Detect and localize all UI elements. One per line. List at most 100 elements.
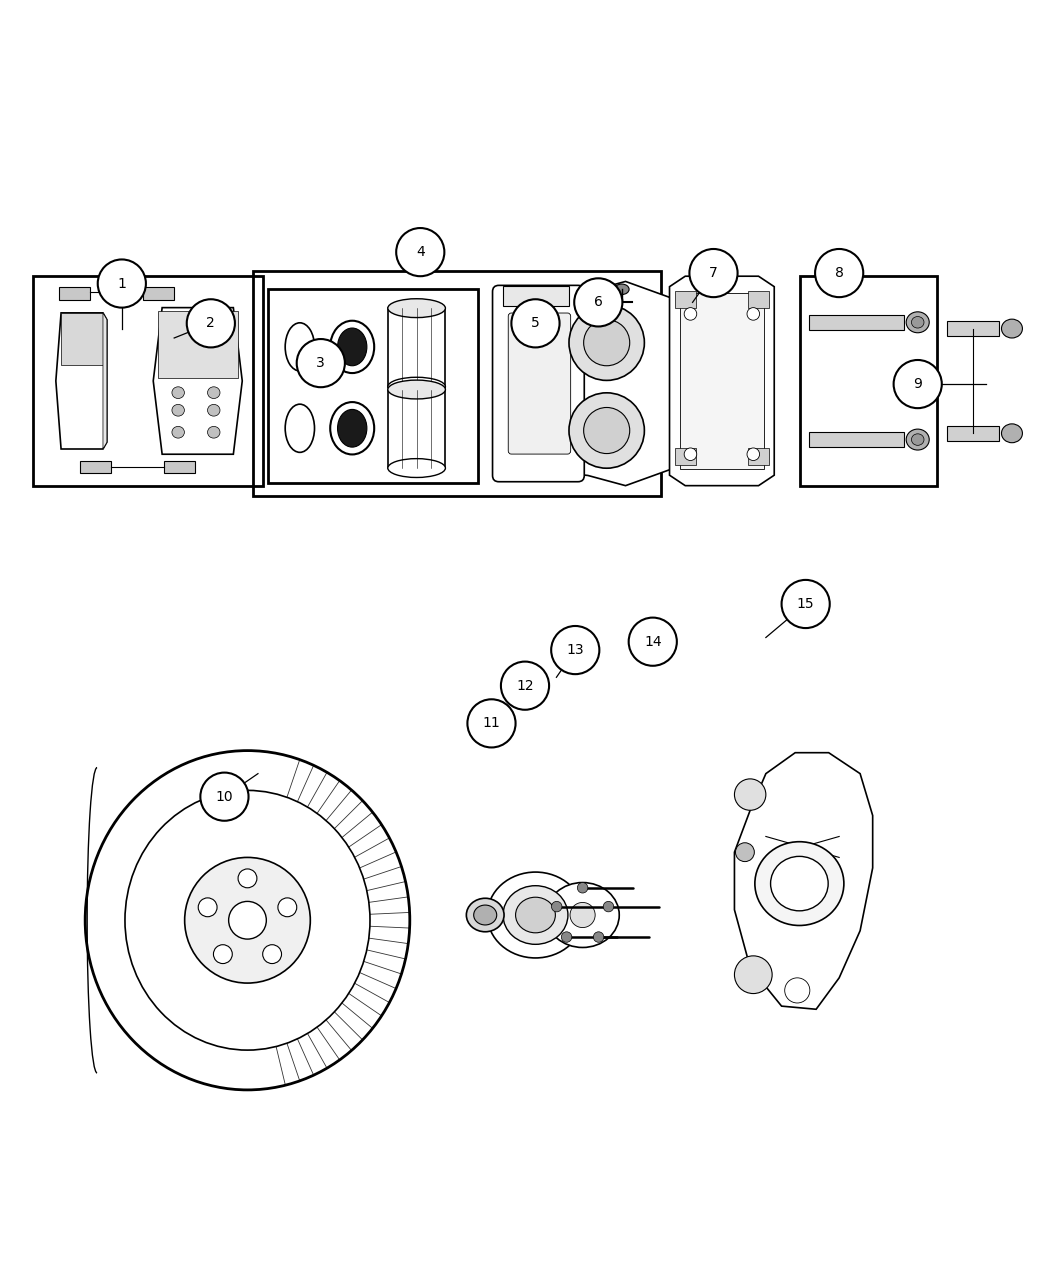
- Circle shape: [278, 898, 297, 917]
- Ellipse shape: [503, 886, 568, 945]
- Polygon shape: [494, 282, 682, 486]
- Text: 10: 10: [215, 789, 233, 803]
- Bar: [808, 315, 904, 330]
- Circle shape: [213, 945, 232, 964]
- Ellipse shape: [911, 316, 924, 328]
- Ellipse shape: [330, 321, 374, 374]
- Bar: [59, 287, 90, 301]
- Circle shape: [574, 278, 623, 326]
- Polygon shape: [56, 312, 107, 449]
- Circle shape: [467, 699, 516, 747]
- Ellipse shape: [466, 899, 504, 932]
- Circle shape: [629, 617, 677, 666]
- Bar: [748, 448, 769, 464]
- Circle shape: [198, 898, 217, 917]
- Circle shape: [551, 901, 562, 912]
- Bar: [387, 390, 445, 468]
- Ellipse shape: [614, 284, 629, 295]
- Text: 14: 14: [644, 635, 662, 649]
- Ellipse shape: [208, 386, 220, 399]
- Circle shape: [685, 307, 697, 320]
- Bar: [680, 293, 763, 469]
- Ellipse shape: [755, 842, 844, 926]
- Circle shape: [734, 956, 772, 993]
- Circle shape: [578, 882, 588, 892]
- Ellipse shape: [906, 312, 929, 333]
- Text: 6: 6: [594, 296, 603, 310]
- Circle shape: [201, 773, 249, 821]
- Circle shape: [593, 932, 604, 942]
- Bar: [33, 277, 264, 486]
- Circle shape: [562, 932, 572, 942]
- Text: 8: 8: [835, 266, 843, 280]
- Ellipse shape: [546, 882, 620, 947]
- Ellipse shape: [208, 426, 220, 439]
- Circle shape: [511, 300, 560, 347]
- Text: 7: 7: [709, 266, 718, 280]
- Bar: [947, 321, 1000, 335]
- Ellipse shape: [906, 430, 929, 450]
- Polygon shape: [103, 312, 107, 449]
- Bar: [947, 426, 1000, 441]
- Polygon shape: [670, 277, 774, 486]
- Ellipse shape: [1002, 319, 1023, 338]
- Text: 12: 12: [517, 678, 533, 692]
- Circle shape: [570, 903, 595, 928]
- Circle shape: [187, 300, 235, 347]
- Ellipse shape: [387, 459, 445, 477]
- Ellipse shape: [387, 377, 445, 397]
- Circle shape: [584, 320, 630, 366]
- Ellipse shape: [85, 751, 410, 1090]
- Bar: [503, 286, 569, 306]
- Ellipse shape: [172, 386, 185, 399]
- Ellipse shape: [208, 404, 220, 416]
- Circle shape: [569, 305, 645, 380]
- Text: 1: 1: [118, 277, 126, 291]
- Text: 5: 5: [531, 316, 540, 330]
- Circle shape: [297, 339, 344, 388]
- Text: 2: 2: [207, 316, 215, 330]
- FancyBboxPatch shape: [492, 286, 584, 482]
- Circle shape: [735, 843, 754, 862]
- Ellipse shape: [1002, 423, 1023, 442]
- Polygon shape: [61, 312, 103, 365]
- Bar: [387, 309, 445, 386]
- Circle shape: [262, 945, 281, 964]
- Circle shape: [229, 901, 267, 940]
- Ellipse shape: [387, 380, 445, 399]
- Ellipse shape: [771, 857, 828, 910]
- Circle shape: [685, 448, 697, 460]
- Text: 15: 15: [797, 597, 815, 611]
- Text: 13: 13: [566, 643, 584, 657]
- Bar: [158, 311, 237, 377]
- Circle shape: [569, 393, 645, 468]
- Circle shape: [185, 857, 311, 983]
- Ellipse shape: [487, 872, 584, 958]
- Circle shape: [734, 779, 765, 811]
- Ellipse shape: [516, 898, 555, 933]
- Circle shape: [747, 307, 759, 320]
- Bar: [675, 448, 696, 464]
- Ellipse shape: [592, 303, 603, 312]
- Ellipse shape: [474, 905, 497, 924]
- Ellipse shape: [172, 426, 185, 439]
- Ellipse shape: [911, 434, 924, 445]
- Circle shape: [815, 249, 863, 297]
- Bar: [164, 460, 195, 473]
- Ellipse shape: [172, 404, 185, 416]
- Bar: [269, 288, 478, 482]
- Ellipse shape: [337, 328, 366, 366]
- Text: 9: 9: [914, 377, 922, 391]
- Bar: [143, 287, 174, 301]
- Circle shape: [784, 978, 810, 1003]
- Circle shape: [584, 408, 630, 454]
- Text: 11: 11: [483, 717, 501, 731]
- FancyBboxPatch shape: [508, 314, 570, 454]
- Circle shape: [690, 249, 737, 297]
- Polygon shape: [153, 307, 243, 454]
- Text: 3: 3: [316, 356, 326, 370]
- Bar: [80, 460, 111, 473]
- Circle shape: [747, 448, 759, 460]
- Bar: [808, 432, 904, 448]
- Circle shape: [98, 259, 146, 307]
